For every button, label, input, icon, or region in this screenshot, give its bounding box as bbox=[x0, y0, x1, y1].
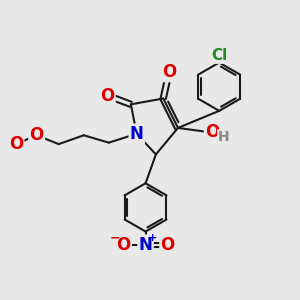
Text: O: O bbox=[29, 126, 44, 144]
Text: O: O bbox=[205, 123, 219, 141]
Text: O: O bbox=[162, 63, 176, 81]
Text: O: O bbox=[160, 236, 175, 254]
Text: −: − bbox=[110, 232, 121, 245]
Text: H: H bbox=[218, 130, 230, 144]
Text: O: O bbox=[9, 135, 23, 153]
Text: +: + bbox=[147, 233, 157, 243]
Text: O: O bbox=[100, 86, 114, 104]
Text: N: N bbox=[130, 125, 144, 143]
Text: O: O bbox=[116, 236, 130, 254]
Text: N: N bbox=[139, 236, 152, 254]
Text: Cl: Cl bbox=[211, 48, 227, 63]
